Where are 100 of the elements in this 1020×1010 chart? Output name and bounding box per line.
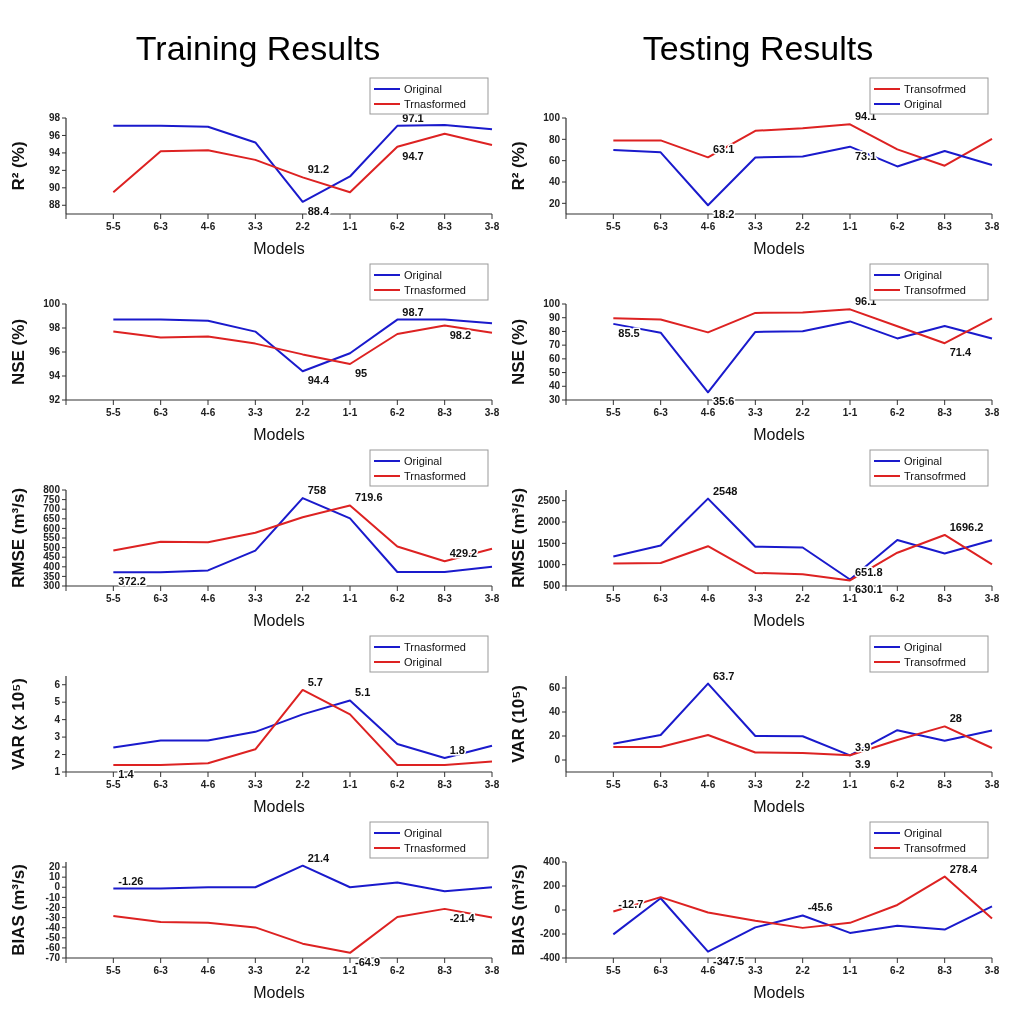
annotation: -45.6 [807, 901, 833, 914]
annotation: 719.6 [355, 491, 383, 504]
x-tick-label: 8-3 [437, 779, 453, 790]
y-tick-label: 80 [548, 325, 561, 337]
y-tick-label: -60 [45, 942, 61, 954]
y-tick-label: 2000 [537, 516, 561, 528]
annotation: 372.2 [118, 575, 146, 588]
x-tick-label: 5-5 [606, 221, 621, 232]
line-series [112, 864, 493, 893]
y-tick-label: 1000 [537, 558, 561, 570]
y-tick-label: 94 [48, 370, 61, 382]
annotation: 278.4 [949, 862, 979, 875]
y-tick-label: 98 [48, 112, 61, 124]
annotation: 94.4 [307, 374, 330, 387]
x-tick-label: 8-3 [437, 221, 453, 232]
x-tick-label: 4-6 [700, 221, 716, 232]
annotation: 5.7 [307, 675, 323, 688]
x-tick-label: 8-3 [937, 779, 953, 790]
legend-label: Original [404, 268, 442, 281]
x-tick-label: 6-3 [153, 779, 169, 790]
x-tick-label: 6-2 [390, 593, 405, 604]
x-tick-label: 1-1 [842, 965, 858, 976]
y-tick-label: -40 [45, 921, 61, 933]
x-tick-label: 6-2 [890, 593, 905, 604]
x-tick-label: 5-5 [106, 407, 121, 418]
legend-label: Trnasformed [404, 283, 466, 296]
line-series [612, 897, 993, 953]
legend-label: Original [404, 826, 442, 839]
y-tick-label: 4 [54, 713, 61, 725]
y-axis-title: NSE (%) [9, 318, 28, 386]
y-tick-label: 96 [48, 129, 61, 141]
x-tick-label: 2-2 [795, 407, 811, 418]
x-tick-label: 5-5 [106, 221, 121, 232]
annotation: -347.5 [713, 954, 745, 967]
x-axis-title: Models [753, 426, 805, 443]
x-tick-label: 3-8 [484, 407, 500, 418]
x-tick-label: 4-6 [200, 221, 216, 232]
y-tick-label: 400 [543, 856, 561, 868]
x-tick-label: 5-5 [106, 779, 121, 790]
x-tick-label: 3-8 [984, 593, 1000, 604]
x-tick-label: 1-1 [342, 593, 358, 604]
y-tick-label: -50 [45, 931, 61, 943]
line-series [112, 907, 493, 954]
y-tick-label: 40 [548, 706, 561, 718]
y-axis-title: BIAS (m³/s) [509, 864, 528, 956]
legend-label: Original [404, 655, 442, 668]
x-tick-label: 6-3 [153, 593, 169, 604]
annotation: 71.4 [949, 346, 972, 359]
x-tick-label: 6-2 [390, 779, 405, 790]
y-tick-label: -10 [45, 891, 61, 903]
y-axis-title: R² (%) [509, 141, 528, 191]
y-axis-title: R² (%) [9, 141, 28, 191]
legend-label: Original [404, 82, 442, 95]
x-tick-label: 8-3 [937, 221, 953, 232]
legend-label: Trnasformed [404, 469, 466, 482]
y-tick-label: 400 [43, 561, 61, 572]
y-tick-label: 100 [43, 298, 61, 310]
x-axis-title: Models [253, 426, 305, 443]
x-tick-label: 1-1 [842, 407, 858, 418]
annotation: 1696.2 [949, 520, 984, 533]
x-tick-label: 6-3 [653, 593, 669, 604]
x-tick-label: 4-6 [200, 965, 216, 976]
y-tick-label: 96 [48, 346, 61, 358]
x-tick-label: 4-6 [700, 407, 716, 418]
x-tick-label: 2-2 [295, 965, 311, 976]
y-tick-label: 20 [548, 730, 561, 742]
x-tick-label: 6-3 [153, 965, 169, 976]
y-tick-label: 6 [54, 678, 61, 690]
x-tick-label: 8-3 [437, 407, 453, 418]
x-tick-label: 8-3 [437, 593, 453, 604]
y-tick-label: -400 [539, 952, 561, 964]
y-tick-label: -200 [539, 928, 561, 940]
x-tick-label: 2-2 [795, 593, 811, 604]
x-tick-label: 5-5 [106, 593, 121, 604]
line-series [612, 320, 993, 394]
annotation: -21.4 [449, 911, 476, 924]
x-tick-label: 8-3 [937, 593, 953, 604]
y-tick-label: 100 [543, 298, 561, 310]
x-tick-label: 3-3 [748, 779, 763, 790]
x-tick-label: 2-2 [295, 407, 311, 418]
y-tick-label: 550 [43, 532, 61, 544]
legend-label: Transofrmed [904, 841, 966, 854]
y-tick-label: 0 [554, 904, 561, 916]
legend-label: Original [904, 268, 942, 281]
x-tick-label: 1-1 [842, 779, 858, 790]
y-tick-label: 800 [43, 484, 61, 496]
y-tick-label: 2500 [537, 494, 561, 506]
y-tick-label: 92 [48, 394, 61, 406]
x-axis-title: Models [253, 240, 305, 257]
y-tick-label: 20 [48, 861, 61, 873]
y-tick-label: 2 [54, 748, 61, 760]
y-tick-label: 450 [43, 551, 61, 563]
y-tick-label: 750 [43, 493, 61, 505]
y-tick-label: -20 [45, 901, 61, 913]
legend-label: Trnasformed [404, 640, 466, 653]
legend-label: Transofrmed [904, 82, 966, 95]
x-tick-label: 6-2 [890, 407, 905, 418]
y-tick-label: 80 [548, 133, 561, 145]
annotation: 98.7 [402, 305, 424, 318]
chart-title: Testing Results [642, 29, 874, 67]
